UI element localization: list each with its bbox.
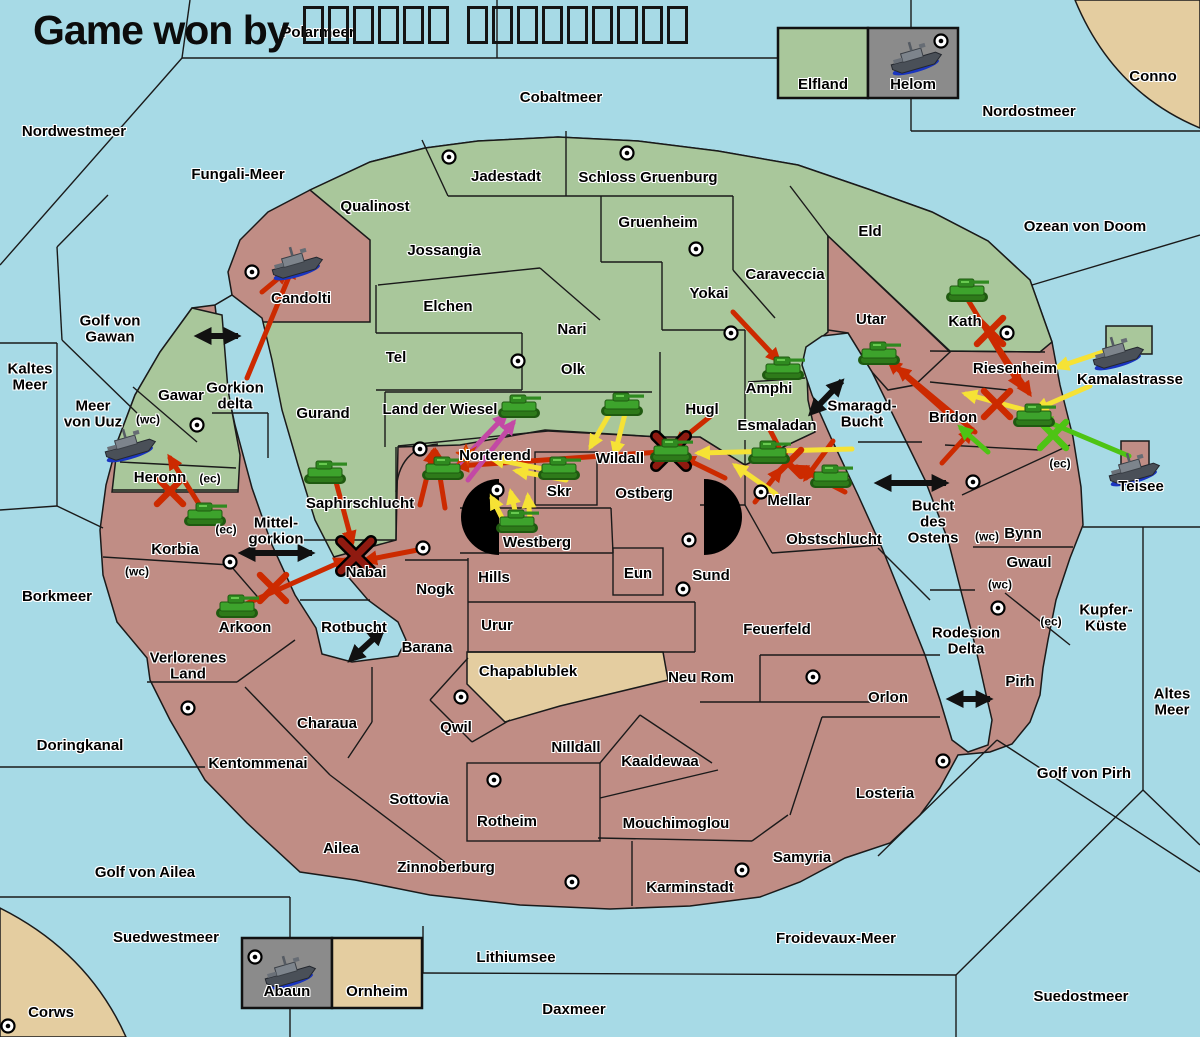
explosion-icon bbox=[455, 443, 479, 468]
missing-glyph-box bbox=[516, 6, 538, 44]
city-marker bbox=[412, 441, 428, 457]
failed-attack-x-red bbox=[256, 571, 290, 605]
city-marker bbox=[681, 532, 697, 548]
city-marker bbox=[564, 874, 580, 890]
city-marker bbox=[619, 145, 635, 161]
water-gorkion-channel bbox=[214, 294, 407, 663]
city-marker bbox=[933, 33, 949, 49]
attack-arrow-magenta bbox=[465, 419, 517, 483]
city-marker bbox=[415, 540, 431, 556]
attack-arrow-red bbox=[244, 262, 296, 381]
attack-arrow-yellow bbox=[731, 463, 779, 497]
missing-glyph-box bbox=[402, 6, 424, 44]
winner-name-group bbox=[466, 6, 692, 44]
city-marker bbox=[753, 484, 769, 500]
title-prefix: Game won by bbox=[33, 6, 290, 53]
city-marker bbox=[222, 554, 238, 570]
transit-double-arrow bbox=[808, 378, 845, 417]
attack-arrow-magenta bbox=[447, 412, 509, 476]
missing-glyph-box bbox=[591, 6, 613, 44]
attack-arrow-red bbox=[730, 309, 782, 364]
city-marker bbox=[805, 669, 821, 685]
attack-arrow-red bbox=[332, 475, 357, 547]
attack-arrow-green bbox=[1036, 416, 1132, 459]
city-marker bbox=[0, 1018, 16, 1034]
city-marker bbox=[675, 581, 691, 597]
city-marker bbox=[999, 325, 1015, 341]
legend-northeast bbox=[776, 26, 960, 100]
battle-x-dark bbox=[335, 535, 377, 577]
attack-arrow-red bbox=[895, 365, 978, 435]
city-marker bbox=[935, 753, 951, 769]
city-marker bbox=[489, 482, 505, 498]
failed-attack-x-red bbox=[153, 474, 187, 508]
winner-name-missing-glyphs bbox=[289, 6, 692, 54]
winner-name-group bbox=[302, 6, 453, 44]
city-marker bbox=[244, 264, 260, 280]
city-marker bbox=[441, 149, 457, 165]
city-marker bbox=[723, 325, 739, 341]
city-marker bbox=[734, 862, 750, 878]
missing-glyph-box bbox=[352, 6, 374, 44]
city-marker bbox=[247, 949, 263, 965]
attack-arrow-red bbox=[993, 341, 1032, 398]
water-east-channel bbox=[801, 332, 993, 753]
city-marker bbox=[965, 474, 981, 490]
transit-arrows-layer bbox=[193, 327, 994, 708]
city-marker bbox=[180, 700, 196, 716]
city-marker bbox=[510, 353, 526, 369]
attack-arrow-green bbox=[957, 424, 991, 455]
city-marker bbox=[189, 417, 205, 433]
mountain-pass-east bbox=[704, 479, 742, 555]
city-marker bbox=[688, 241, 704, 257]
missing-glyph-box bbox=[427, 6, 449, 44]
missing-glyph-box bbox=[541, 6, 563, 44]
units-layer bbox=[99, 33, 1163, 994]
missing-glyph-box bbox=[302, 6, 324, 44]
missing-glyph-box bbox=[327, 6, 349, 44]
territory-utar-wedge[interactable] bbox=[827, 234, 952, 391]
transit-double-arrow bbox=[347, 627, 386, 663]
city-marker bbox=[486, 772, 502, 788]
legend-southwest bbox=[240, 936, 424, 1010]
missing-glyph-box bbox=[616, 6, 638, 44]
attack-arrow-red bbox=[679, 455, 728, 481]
missing-glyph-box bbox=[491, 6, 513, 44]
failed-attack-x-red bbox=[980, 387, 1014, 421]
territory-borders bbox=[102, 131, 1073, 906]
missing-glyph-box bbox=[641, 6, 663, 44]
missing-glyph-box bbox=[377, 6, 399, 44]
city-marker bbox=[990, 600, 1006, 616]
missing-glyph-box bbox=[666, 6, 688, 44]
failed-attack-x-red bbox=[973, 314, 1007, 348]
missing-glyph-box bbox=[466, 6, 488, 44]
attack-arrow-yellow bbox=[1032, 383, 1093, 412]
missing-glyph-box bbox=[566, 6, 588, 44]
city-marker bbox=[453, 689, 469, 705]
page-title: Game won by bbox=[33, 6, 692, 54]
